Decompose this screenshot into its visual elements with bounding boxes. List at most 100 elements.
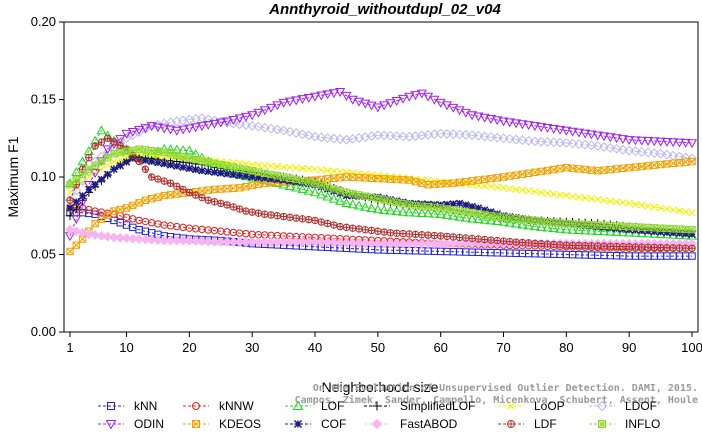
data-point — [66, 196, 74, 204]
data-point — [160, 191, 168, 200]
data-point — [498, 117, 509, 127]
data-point — [636, 136, 647, 146]
data-point — [328, 133, 339, 144]
data-point — [66, 247, 74, 256]
data-point — [253, 108, 264, 118]
data-point — [292, 214, 300, 222]
data-point — [675, 229, 684, 238]
data-point — [405, 201, 413, 209]
data-point — [598, 420, 606, 428]
data-point — [141, 146, 150, 154]
data-point — [455, 199, 464, 208]
data-point — [493, 212, 501, 221]
data-point — [650, 227, 659, 236]
data-point — [393, 198, 401, 207]
data-point — [493, 183, 501, 191]
data-point — [154, 193, 162, 201]
data-point — [379, 101, 390, 111]
data-point — [631, 223, 640, 231]
data-point — [688, 226, 696, 234]
data-point — [493, 236, 501, 245]
data-point — [72, 241, 80, 249]
data-point — [385, 205, 396, 215]
legend-label: LOF — [321, 399, 344, 413]
data-point — [443, 205, 451, 213]
data-point — [279, 212, 288, 221]
data-point — [78, 191, 87, 200]
data-point — [141, 227, 150, 235]
data-point — [624, 136, 635, 146]
data-point — [669, 229, 677, 237]
data-point — [261, 174, 269, 182]
data-point — [217, 160, 225, 169]
data-point — [467, 130, 478, 141]
legend-item-knn: kNN — [98, 399, 157, 413]
data-point — [173, 151, 181, 159]
data-point — [487, 174, 495, 183]
data-point — [531, 188, 539, 196]
data-point — [152, 123, 164, 133]
legend-item-kdeos: KDEOS — [183, 417, 261, 431]
data-point — [454, 129, 465, 140]
data-point — [361, 226, 369, 234]
data-point — [235, 164, 244, 173]
data-point — [531, 168, 539, 177]
data-point — [638, 162, 646, 171]
data-point — [266, 123, 276, 134]
data-point — [204, 167, 212, 176]
series-ldf — [66, 134, 696, 252]
data-point — [203, 114, 214, 125]
data-point — [254, 180, 263, 189]
data-point — [499, 173, 508, 181]
data-point — [655, 148, 666, 159]
data-point — [663, 224, 671, 233]
data-point — [272, 124, 283, 135]
data-point — [97, 175, 106, 184]
data-point — [267, 170, 275, 179]
data-point — [449, 206, 457, 214]
data-point — [90, 230, 101, 241]
data-point — [594, 167, 602, 175]
data-point — [110, 138, 118, 146]
data-point — [66, 204, 74, 212]
data-point — [479, 214, 490, 224]
data-point — [418, 179, 426, 187]
data-point — [317, 218, 326, 226]
data-point — [507, 420, 516, 428]
data-point — [273, 162, 281, 171]
data-point — [474, 209, 483, 218]
legend-label: SimplifiedLOF — [400, 399, 475, 413]
data-point — [556, 191, 564, 199]
data-point — [115, 135, 126, 144]
data-point — [586, 130, 597, 140]
x-tick-label: 20 — [182, 340, 196, 355]
data-point — [367, 193, 376, 202]
data-point — [675, 244, 684, 252]
data-point — [140, 234, 151, 245]
data-point — [342, 223, 351, 231]
data-point — [322, 191, 333, 201]
data-point — [291, 182, 302, 192]
data-point — [83, 181, 94, 190]
data-point — [184, 145, 195, 155]
legend-item-loop: LoOP — [498, 399, 565, 413]
data-point — [223, 170, 231, 178]
data-point — [492, 116, 503, 126]
legend-item-simplifiedlof: SimplifiedLOF — [364, 399, 475, 413]
data-point — [374, 227, 382, 235]
data-point — [127, 127, 138, 137]
data-point — [504, 118, 515, 128]
data-point — [160, 160, 168, 168]
data-point — [330, 221, 338, 229]
data-point — [253, 121, 264, 132]
data-point — [548, 137, 559, 148]
data-point — [372, 103, 383, 113]
data-point — [512, 185, 520, 193]
data-point — [361, 192, 369, 200]
data-point — [442, 129, 452, 139]
data-point — [681, 230, 690, 238]
data-point — [600, 196, 608, 204]
data-point — [449, 179, 457, 187]
data-point — [531, 239, 539, 247]
data-point — [504, 133, 515, 144]
